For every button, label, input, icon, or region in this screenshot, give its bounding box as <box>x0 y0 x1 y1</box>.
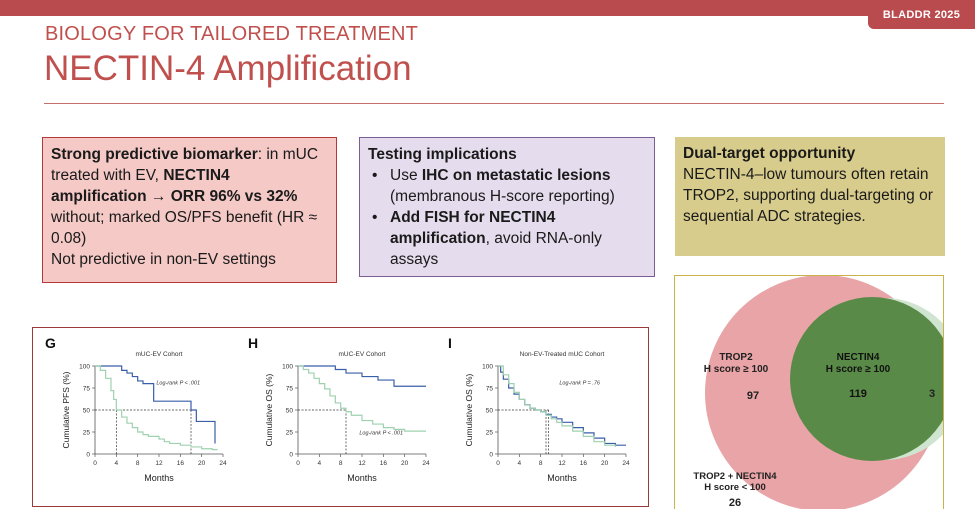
x-tick-label: 0 <box>296 460 300 467</box>
x-tick-label: 24 <box>622 460 630 467</box>
dual-target-box: Dual-target opportunity NECTIN-4–low tum… <box>675 137 945 256</box>
trop2-only-count: 97 <box>747 390 759 402</box>
biomarker-orr-highlight: NECTIN4 amplification → ORR 96% vs 32% <box>51 167 298 205</box>
log-rank-annotation: Log-rank P < .001 <box>359 431 403 437</box>
x-tick-label: 8 <box>136 460 140 467</box>
event-badge: BLADDR 2025 <box>868 0 975 29</box>
neither-label: TROP2 + NECTIN4 <box>693 471 777 482</box>
y-tick-label: 25 <box>83 430 91 437</box>
y-tick-label: 100 <box>282 364 293 371</box>
x-tick-label: 4 <box>115 460 119 467</box>
panel-letter: H <box>248 335 258 351</box>
y-tick-label: 100 <box>79 364 90 371</box>
y-tick-label: 75 <box>83 386 91 393</box>
nectin4-only-count: 3 <box>929 388 935 400</box>
x-tick-label: 16 <box>380 460 388 467</box>
x-tick-label: 20 <box>198 460 206 467</box>
y-tick-label: 25 <box>286 430 294 437</box>
x-axis-label: Months <box>144 473 174 483</box>
x-tick-label: 0 <box>93 460 97 467</box>
high-expression-curve <box>298 365 426 387</box>
high-expression-curve <box>498 365 626 446</box>
y-tick-label: 0 <box>289 452 293 459</box>
x-tick-label: 24 <box>422 460 430 467</box>
x-tick-label: 16 <box>177 460 185 467</box>
panel-letter: I <box>448 335 452 351</box>
trop2-score: H score ≥ 100 <box>704 364 769 375</box>
title-divider <box>44 103 944 104</box>
testing-item-text: Use <box>390 167 422 184</box>
bullet: • <box>372 167 378 184</box>
high-expression-curve <box>95 365 216 444</box>
x-tick-label: 12 <box>358 460 366 467</box>
testing-implications-box: Testing implications • Use IHC on metast… <box>359 137 655 277</box>
neither-count: 26 <box>729 497 741 509</box>
y-tick-label: 100 <box>482 364 493 371</box>
x-tick-label: 8 <box>339 460 343 467</box>
venn-diagram-panel: TROP2 H score ≥ 100 97 NECTIN4 H score ≥… <box>674 275 944 509</box>
slide-title: NECTIN-4 Amplification <box>44 49 412 88</box>
testing-heading: Testing implications <box>368 146 517 163</box>
biomarker-text-2: without; marked OS/PFS benefit (HR ≈ 0.0… <box>51 209 318 247</box>
x-tick-label: 12 <box>558 460 566 467</box>
x-tick-label: 0 <box>496 460 500 467</box>
y-tick-label: 0 <box>489 452 493 459</box>
y-tick-label: 50 <box>286 408 294 415</box>
biomarker-heading: Strong predictive biomarker <box>51 146 258 163</box>
x-tick-label: 12 <box>155 460 163 467</box>
chart-title: mUC-EV Cohort <box>136 351 183 358</box>
testing-item-ihc: • Use IHC on metastatic lesions (membran… <box>368 165 646 207</box>
log-rank-annotation: Log-rank P < .001 <box>156 380 200 386</box>
x-tick-label: 4 <box>318 460 322 467</box>
nectin4-circle <box>790 297 943 461</box>
testing-item-bold: Add FISH for NECTIN4 amplification <box>390 209 556 247</box>
trop2-label: TROP2 <box>719 352 753 363</box>
y-tick-label: 75 <box>286 386 294 393</box>
x-tick-label: 20 <box>601 460 609 467</box>
neither-score: H score < 100 <box>704 482 766 493</box>
panel-letter: G <box>45 335 56 351</box>
chart-title: mUC-EV Cohort <box>339 351 386 358</box>
low-expression-curve <box>95 365 218 451</box>
y-tick-label: 50 <box>83 408 91 415</box>
x-tick-label: 20 <box>401 460 409 467</box>
nectin4-label: NECTIN4 <box>837 352 880 363</box>
testing-item-fish: • Add FISH for NECTIN4 amplification, av… <box>368 207 646 270</box>
y-tick-label: 75 <box>486 386 494 393</box>
y-axis-label: Cumulative PFS (%) <box>61 371 71 448</box>
y-tick-label: 0 <box>86 452 90 459</box>
bullet: • <box>372 209 378 226</box>
nectin4-score: H score ≥ 100 <box>826 364 891 375</box>
low-expression-curve <box>298 365 426 432</box>
y-tick-label: 50 <box>486 408 494 415</box>
venn-svg: TROP2 H score ≥ 100 97 NECTIN4 H score ≥… <box>693 276 943 509</box>
chart-title: Non-EV-Treated mUC Cohort <box>520 351 605 358</box>
low-expression-curve <box>498 365 616 447</box>
testing-item-text: (membranous H-score reporting) <box>390 188 615 205</box>
top-accent-bar <box>0 0 975 16</box>
y-axis-label: Cumulative OS (%) <box>264 373 274 446</box>
predictive-biomarker-box: Strong predictive biomarker: in mUC trea… <box>42 137 337 283</box>
slide-subtitle: BIOLOGY FOR TAILORED TREATMENT <box>45 23 419 45</box>
x-axis-label: Months <box>347 473 377 483</box>
biomarker-text-1: : in mUC treated with EV, <box>51 146 319 184</box>
x-tick-label: 8 <box>539 460 543 467</box>
x-axis-label: Months <box>547 473 577 483</box>
dual-target-text: NECTIN-4–low tumours often retain TROP2,… <box>683 166 933 225</box>
testing-item-bold: IHC on metastatic lesions <box>421 167 611 184</box>
biomarker-text-3: Not predictive in non-EV settings <box>51 251 276 268</box>
dual-target-heading: Dual-target opportunity <box>683 145 856 162</box>
x-tick-label: 16 <box>580 460 588 467</box>
y-tick-label: 25 <box>486 430 494 437</box>
testing-item-text: , avoid RNA-only assays <box>390 230 602 268</box>
x-tick-label: 24 <box>219 460 227 467</box>
both-count: 119 <box>849 388 867 400</box>
log-rank-annotation: Log-rank P = .76 <box>559 380 601 386</box>
x-tick-label: 4 <box>518 460 522 467</box>
y-axis-label: Cumulative OS (%) <box>464 373 474 446</box>
